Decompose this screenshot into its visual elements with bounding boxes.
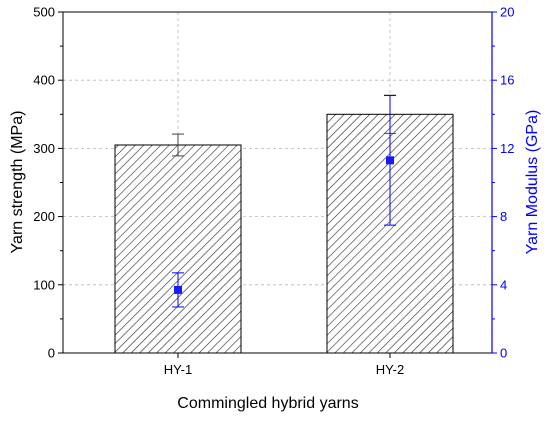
y-tick-label: 400 <box>33 73 55 88</box>
y-tick-label: 100 <box>33 277 55 292</box>
y-tick-label: 200 <box>33 209 55 224</box>
y2-tick-label: 0 <box>500 346 507 361</box>
points-layer <box>172 95 396 308</box>
axes-layer: 0 100 200 300 400 500 0 4 8 12 16 20 HY-1 HY-2 <box>33 5 514 378</box>
y2-tick-label: 12 <box>500 141 514 156</box>
y-tick-label: 500 <box>33 5 55 20</box>
y2-tick-label: 16 <box>500 73 514 88</box>
y-tick-label: 300 <box>33 141 55 156</box>
y-tick-label: 0 <box>48 346 55 361</box>
bars-layer <box>114 94 454 354</box>
x-axis-title: Commingled hybrid yarns <box>177 395 358 412</box>
y2-tick-label: 8 <box>500 209 507 224</box>
x-tick-label: HY-1 <box>164 362 192 377</box>
y2-tick-label: 20 <box>500 5 514 20</box>
x-tick-label: HY-2 <box>376 362 404 377</box>
y2-axis-title: Yarn Modulus (GPa) <box>524 110 541 255</box>
modulus-point <box>386 156 394 165</box>
y2-tick-label: 4 <box>500 277 507 292</box>
modulus-point <box>174 285 182 294</box>
y-axis-title: Yarn strength (MPa) <box>9 111 26 254</box>
bar <box>114 144 242 354</box>
